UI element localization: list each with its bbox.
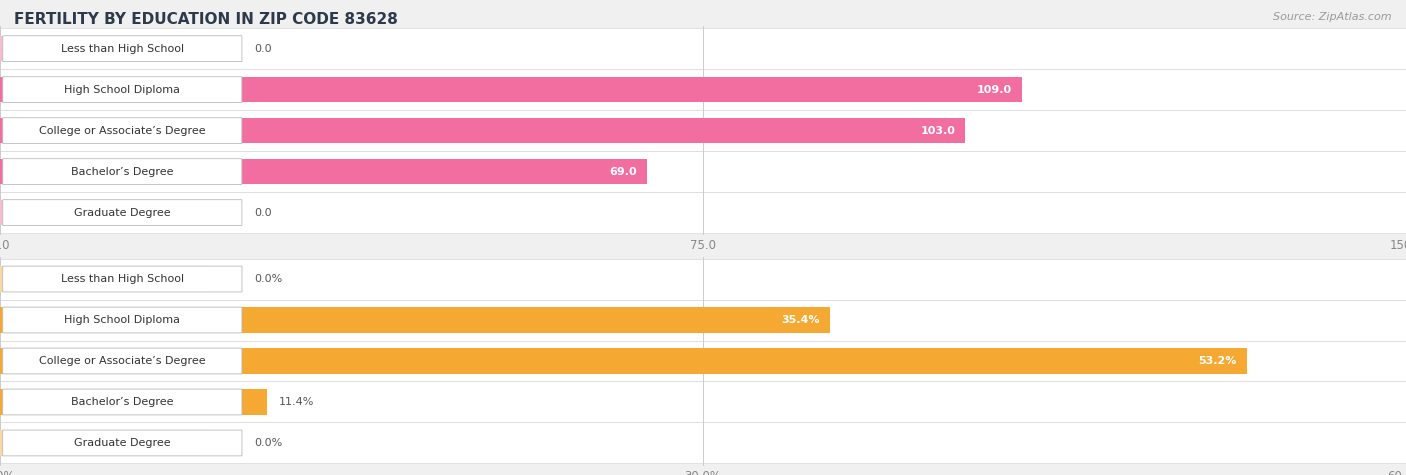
Text: 103.0: 103.0 [921, 125, 956, 136]
FancyBboxPatch shape [3, 159, 242, 184]
Bar [0, 430, 204, 456]
Bar [0, 307, 830, 332]
Bar [0, 36, 204, 61]
Text: 69.0: 69.0 [609, 167, 637, 177]
Text: Bachelor’s Degree: Bachelor’s Degree [72, 167, 173, 177]
Text: Graduate Degree: Graduate Degree [75, 438, 170, 448]
Text: 0.0: 0.0 [254, 208, 271, 218]
Bar [0, 159, 647, 184]
Text: High School Diploma: High School Diploma [65, 85, 180, 95]
FancyBboxPatch shape [0, 341, 1406, 381]
FancyBboxPatch shape [0, 300, 1406, 341]
FancyBboxPatch shape [0, 28, 1406, 69]
FancyBboxPatch shape [3, 389, 242, 415]
Bar [0, 390, 267, 415]
Text: Less than High School: Less than High School [60, 44, 184, 54]
FancyBboxPatch shape [3, 36, 242, 62]
FancyBboxPatch shape [0, 422, 1406, 464]
Text: High School Diploma: High School Diploma [65, 315, 180, 325]
Bar [0, 348, 1247, 374]
Text: Less than High School: Less than High School [60, 274, 184, 284]
FancyBboxPatch shape [0, 258, 1406, 300]
Text: 11.4%: 11.4% [278, 397, 314, 407]
Text: FERTILITY BY EDUCATION IN ZIP CODE 83628: FERTILITY BY EDUCATION IN ZIP CODE 83628 [14, 12, 398, 27]
FancyBboxPatch shape [3, 118, 242, 143]
FancyBboxPatch shape [3, 266, 242, 292]
FancyBboxPatch shape [3, 77, 242, 103]
Bar [0, 118, 966, 143]
Bar [0, 266, 204, 292]
Text: Bachelor’s Degree: Bachelor’s Degree [72, 397, 173, 407]
Bar [0, 200, 204, 225]
Text: 53.2%: 53.2% [1198, 356, 1237, 366]
Text: Graduate Degree: Graduate Degree [75, 208, 170, 218]
Text: 0.0: 0.0 [254, 44, 271, 54]
FancyBboxPatch shape [3, 200, 242, 226]
Text: 0.0%: 0.0% [254, 274, 283, 284]
Text: College or Associate’s Degree: College or Associate’s Degree [39, 356, 205, 366]
FancyBboxPatch shape [3, 430, 242, 456]
FancyBboxPatch shape [0, 110, 1406, 151]
FancyBboxPatch shape [3, 348, 242, 374]
FancyBboxPatch shape [0, 69, 1406, 110]
Text: 35.4%: 35.4% [782, 315, 820, 325]
Text: 0.0%: 0.0% [254, 438, 283, 448]
FancyBboxPatch shape [3, 307, 242, 333]
FancyBboxPatch shape [0, 381, 1406, 422]
FancyBboxPatch shape [0, 151, 1406, 192]
Bar [0, 77, 1022, 102]
Text: 109.0: 109.0 [977, 85, 1012, 95]
FancyBboxPatch shape [0, 192, 1406, 233]
Text: College or Associate’s Degree: College or Associate’s Degree [39, 125, 205, 136]
Text: Source: ZipAtlas.com: Source: ZipAtlas.com [1274, 12, 1392, 22]
